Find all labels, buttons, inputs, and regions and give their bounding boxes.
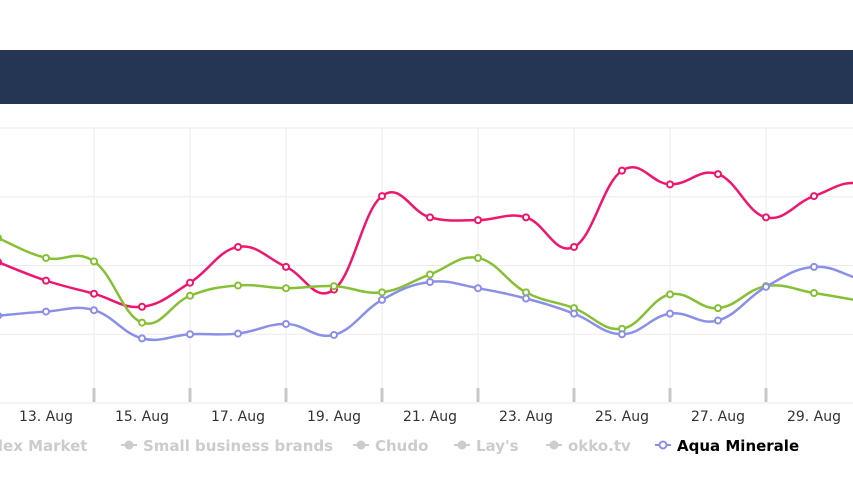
legend-label: okko.tv xyxy=(568,437,631,455)
x-tick-mark xyxy=(380,388,384,402)
legend-label: Chudo xyxy=(375,437,428,455)
data-point[interactable] xyxy=(762,213,770,222)
data-point[interactable] xyxy=(522,288,530,297)
data-point[interactable] xyxy=(186,291,194,300)
grid-layer xyxy=(0,127,853,404)
data-point[interactable] xyxy=(234,329,242,338)
data-point[interactable] xyxy=(522,213,530,222)
legend-symbol-marker xyxy=(124,440,134,450)
data-point[interactable] xyxy=(474,284,482,293)
data-point[interactable] xyxy=(378,288,386,297)
data-point[interactable] xyxy=(282,284,290,293)
legend-item[interactable]: okko.tv xyxy=(546,437,631,455)
legend-label: Yandex Market xyxy=(0,437,87,455)
data-point[interactable] xyxy=(186,278,194,287)
data-point[interactable] xyxy=(666,309,674,318)
data-point[interactable] xyxy=(714,170,722,179)
legend-symbol-marker xyxy=(549,440,559,450)
series-aqua_minerale xyxy=(0,262,853,343)
x-tick-label: 19. Aug xyxy=(307,409,361,425)
data-point[interactable] xyxy=(378,295,386,304)
data-point[interactable] xyxy=(138,318,146,327)
x-tick-label: 29. Aug xyxy=(787,409,841,425)
data-point[interactable] xyxy=(90,306,98,315)
data-point[interactable] xyxy=(810,262,818,271)
legend-item[interactable]: Yandex Market xyxy=(0,437,87,455)
x-tick-mark xyxy=(188,388,192,402)
data-point[interactable] xyxy=(810,289,818,297)
data-point[interactable] xyxy=(522,294,530,303)
legend-symbol-marker xyxy=(356,440,366,450)
data-point[interactable] xyxy=(282,319,290,328)
data-point[interactable] xyxy=(138,302,146,311)
x-tick-label: 27. Aug xyxy=(691,409,745,425)
x-tick-label: 25. Aug xyxy=(595,409,649,425)
data-point[interactable] xyxy=(570,242,578,251)
x-axis: 13. Aug 15. Aug 17. Aug 19. Aug 21. Aug 23. A… xyxy=(19,388,841,425)
x-tick-label: 17. Aug xyxy=(211,409,265,425)
data-point[interactable] xyxy=(714,316,722,325)
data-point[interactable] xyxy=(330,282,338,291)
data-point[interactable] xyxy=(666,290,674,299)
data-point[interactable] xyxy=(0,258,2,266)
data-point[interactable] xyxy=(426,213,434,222)
data-point[interactable] xyxy=(42,276,50,285)
legend-item[interactable]: Chudo xyxy=(353,437,428,455)
data-point[interactable] xyxy=(0,312,2,320)
data-point[interactable] xyxy=(618,166,626,175)
legend-symbol-marker xyxy=(658,440,668,450)
legend-symbol-marker xyxy=(457,440,467,450)
data-point[interactable] xyxy=(474,253,482,262)
data-point[interactable] xyxy=(138,334,146,343)
series-line xyxy=(0,165,853,309)
data-point[interactable] xyxy=(426,270,434,279)
x-tick-label: 15. Aug xyxy=(115,409,169,425)
data-point[interactable] xyxy=(90,289,98,298)
series-layer xyxy=(0,165,853,343)
data-point[interactable] xyxy=(42,307,50,316)
legend-label: Lay's xyxy=(476,437,519,455)
data-point[interactable] xyxy=(618,330,626,339)
x-tick-label: 23. Aug xyxy=(499,409,553,425)
legend-label: Small business brands xyxy=(143,437,333,455)
data-point[interactable] xyxy=(186,330,194,339)
x-tick-mark xyxy=(572,388,576,402)
x-tick-label: 13. Aug xyxy=(19,409,73,425)
data-point[interactable] xyxy=(570,309,578,318)
data-point[interactable] xyxy=(42,253,50,262)
data-point[interactable] xyxy=(714,304,722,313)
x-tick-mark xyxy=(764,388,768,402)
legend[interactable]: Yandex Market Small business brands Chudo L… xyxy=(0,437,799,455)
data-point[interactable] xyxy=(810,192,818,201)
x-tick-mark xyxy=(476,388,480,402)
data-point[interactable] xyxy=(426,278,434,286)
data-point[interactable] xyxy=(762,282,770,291)
header-bar xyxy=(0,50,853,104)
data-point[interactable] xyxy=(234,242,242,251)
data-point[interactable] xyxy=(666,180,674,189)
x-tick-mark xyxy=(284,388,288,402)
series-line xyxy=(0,265,853,342)
data-point[interactable] xyxy=(90,257,98,266)
legend-item[interactable]: Aqua Minerale xyxy=(655,437,799,455)
x-tick-label: 21. Aug xyxy=(403,409,457,425)
data-point[interactable] xyxy=(378,192,386,201)
data-point[interactable] xyxy=(282,262,290,271)
data-point[interactable] xyxy=(234,281,242,290)
data-point[interactable] xyxy=(330,330,338,339)
legend-item[interactable]: Lay's xyxy=(454,437,519,455)
data-point[interactable] xyxy=(0,234,2,242)
series-s_pink xyxy=(0,165,853,311)
legend-label: Aqua Minerale xyxy=(677,437,799,455)
x-tick-mark xyxy=(668,388,672,402)
series-s_green xyxy=(0,234,853,333)
data-point[interactable] xyxy=(474,216,482,225)
legend-item[interactable]: Small business brands xyxy=(121,437,333,455)
x-tick-mark xyxy=(92,388,96,402)
